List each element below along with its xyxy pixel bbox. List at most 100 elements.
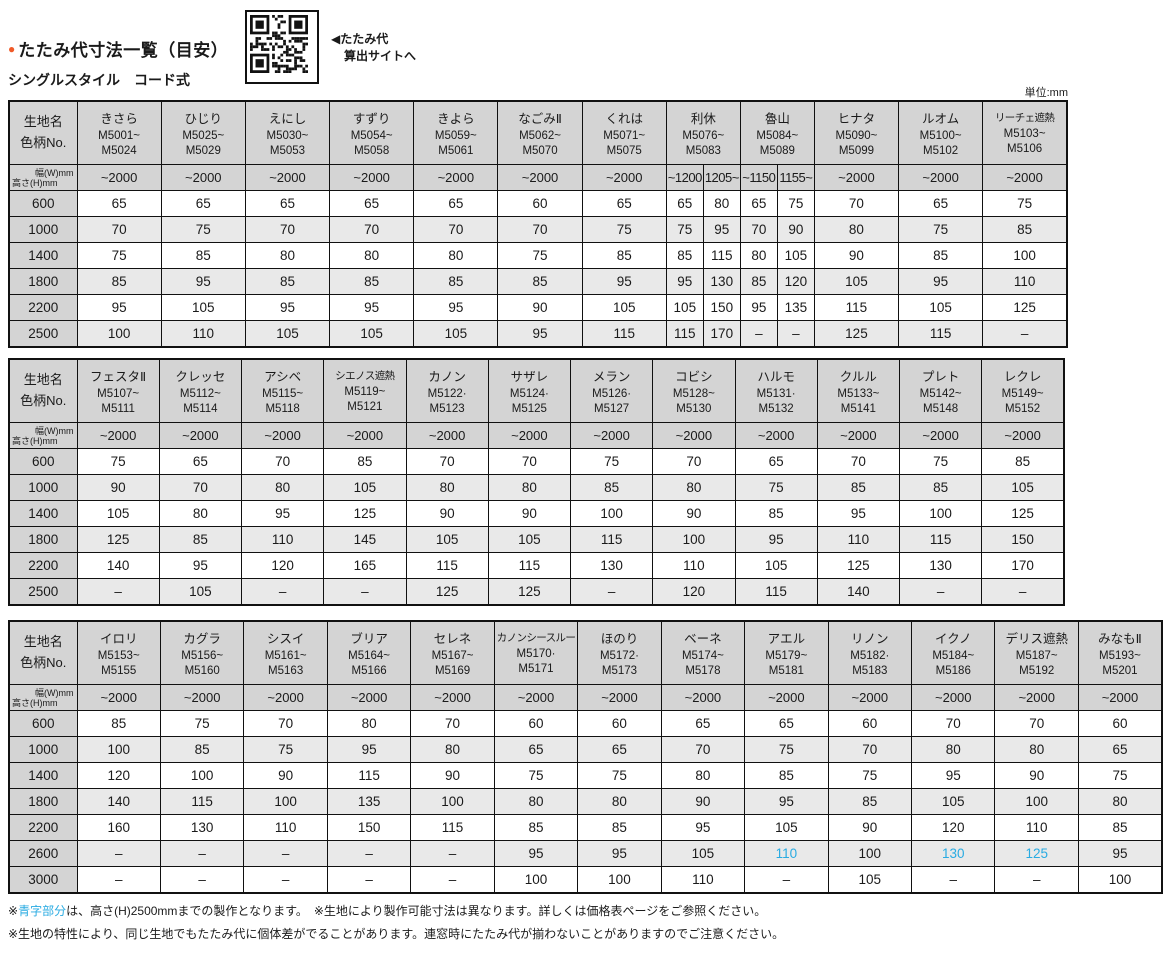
- fabric-column-header: カノン M5122· M5123: [405, 358, 489, 423]
- value-cell: 70: [816, 448, 901, 475]
- value-cell: 95: [660, 814, 746, 841]
- color-no-to: M5024: [101, 144, 137, 157]
- value-cell: 125: [405, 578, 489, 606]
- fabric-name: プレト: [921, 369, 960, 384]
- value-cell: 80: [577, 788, 662, 815]
- width-range-cell: ~2000: [898, 164, 984, 191]
- note-text: は、高さ(H)2500mmまでの製作となります。 ※生地により製作可能寸法は異な…: [66, 904, 767, 918]
- width-range-cell: ~2000: [326, 684, 412, 711]
- value-cell: 90: [497, 294, 583, 321]
- value-cell: 130: [911, 840, 996, 867]
- value-cell: 125: [813, 320, 900, 348]
- value-cell: 100: [982, 242, 1068, 269]
- value-cell: 65: [158, 448, 243, 475]
- value-cell: –: [982, 320, 1068, 348]
- fabric-column-header: きさら M5001~ M5024: [76, 100, 162, 165]
- value-cell: –: [744, 866, 829, 894]
- value-cell: 115: [569, 526, 654, 553]
- color-no-to: M5130: [676, 402, 712, 415]
- value-cell: –: [898, 578, 983, 606]
- value-cell: 160: [76, 814, 161, 841]
- color-no-from: M5054~: [350, 129, 393, 142]
- height-label-cell: 1000: [8, 216, 78, 243]
- color-no-to: M5127: [594, 402, 630, 415]
- width-range-cell: ~2000: [76, 164, 162, 191]
- fabric-column-header: ブリア M5164~ M5166: [326, 620, 412, 685]
- color-no-to: M5186: [935, 664, 971, 677]
- value-cell: 105: [981, 474, 1065, 501]
- width-range-cell: ~2000: [911, 684, 996, 711]
- fabric-column-header: シエノス遮熱 M5119~ M5121: [323, 358, 407, 423]
- width-range-cell: ~2000: [660, 684, 746, 711]
- value-cell: 125: [982, 294, 1068, 321]
- value-cell: 95: [581, 268, 667, 295]
- value-cell: 100: [410, 788, 495, 815]
- color-no-to: M5070: [522, 144, 558, 157]
- color-no-to: M5192: [1019, 664, 1055, 677]
- value-cell: 150: [702, 294, 741, 321]
- value-cell: 105: [827, 866, 913, 894]
- table-row: 2200 95 105 95 95 95 90 105 105 150 95 135 115 105 125: [8, 294, 1068, 321]
- color-no-to: M5163: [268, 664, 304, 677]
- color-no-from: M5124·: [509, 387, 549, 400]
- value-cell: 75: [569, 448, 654, 475]
- page-title: たたみ代寸法一覧（目安）: [18, 41, 229, 60]
- fabric-name: アシベ: [264, 369, 302, 384]
- fabric-column-header: ベーネ M5174~ M5178: [660, 620, 746, 685]
- value-cell: 105: [413, 320, 499, 348]
- value-cell: 85: [744, 762, 829, 789]
- color-no-from: M5156~: [181, 649, 224, 662]
- table-1-container: 生地名 色柄No. きさら M5001~ M5024 ひじり M5025~ M5029 えにし M…: [8, 100, 1068, 348]
- fabric-column-header: クレッセ M5112~ M5114: [158, 358, 243, 423]
- value-cell: 65: [581, 190, 667, 217]
- value-cell: 115: [813, 294, 900, 321]
- value-cell: 115: [898, 320, 984, 348]
- color-no-to: M5089: [759, 144, 795, 157]
- value-cell: 115: [581, 320, 667, 348]
- width-range-row: 幅(W)mm 高さ(H)mm ~2000 ~2000 ~2000 ~2000 ~2000 ~2…: [8, 684, 1163, 711]
- value-cell: –: [569, 578, 654, 606]
- value-cell: 90: [652, 500, 736, 527]
- fabric-header-row: 生地名 色柄No. フェスタⅡ M5107~ M5111 クレッセ M5112~ M5114 ア…: [8, 358, 1065, 423]
- value-cell: 105: [76, 500, 160, 527]
- height-label-cell: 1800: [8, 526, 78, 553]
- fabric-name: すずり: [352, 111, 391, 126]
- color-no-to: M5123: [429, 402, 465, 415]
- fabric-label-line2: 色柄No.: [20, 655, 67, 670]
- value-cell: 100: [76, 320, 162, 348]
- value-cell: 95: [413, 294, 499, 321]
- value-cell: 85: [734, 500, 818, 527]
- fabric-label-line1: 生地名: [23, 634, 63, 650]
- value-cell: 130: [159, 814, 245, 841]
- table-2-container: 生地名 色柄No. フェスタⅡ M5107~ M5111 クレッセ M5112~ M5114 ア…: [8, 358, 1065, 606]
- color-no-from: M5119~: [344, 385, 386, 398]
- fabric-label-header: 生地名色柄No.: [8, 620, 78, 685]
- height-label-cell: 2200: [8, 814, 78, 841]
- value-cell: 100: [159, 762, 245, 789]
- color-no-to: M5155: [101, 664, 137, 677]
- value-cell: 165: [323, 552, 407, 579]
- value-cell: –: [323, 578, 407, 606]
- value-cell: 105: [744, 814, 829, 841]
- value-cell: 95: [702, 216, 741, 243]
- value-cell: 90: [776, 216, 815, 243]
- fabric-name: レクレ: [1003, 369, 1042, 384]
- color-no-from: M5182·: [850, 649, 890, 662]
- value-cell: 80: [410, 736, 495, 763]
- fabric-column-header: ほのり M5172· M5173: [577, 620, 662, 685]
- color-no-from: M5084~: [756, 129, 799, 142]
- width-range-cell: ~2000: [76, 422, 160, 449]
- width-range-cell: ~2000: [652, 422, 736, 449]
- value-cell: 90: [76, 474, 160, 501]
- height-axis-label: 高さ(H)mm: [12, 698, 58, 708]
- value-cell: 65: [493, 736, 579, 763]
- width-range-cell: ~2000: [569, 422, 654, 449]
- width-range-cell: ~2000: [159, 684, 245, 711]
- value-cell: 85: [76, 710, 161, 737]
- table-row: 2500 100 110 105 105 105 95 115 115 170– –125 115–: [8, 320, 1068, 348]
- value-cell: 75: [497, 242, 583, 269]
- color-no-from: M5133~: [837, 387, 880, 400]
- value-cell: 115: [405, 552, 489, 579]
- color-no-from: M5112~: [179, 387, 221, 400]
- value-cell: 85: [323, 448, 407, 475]
